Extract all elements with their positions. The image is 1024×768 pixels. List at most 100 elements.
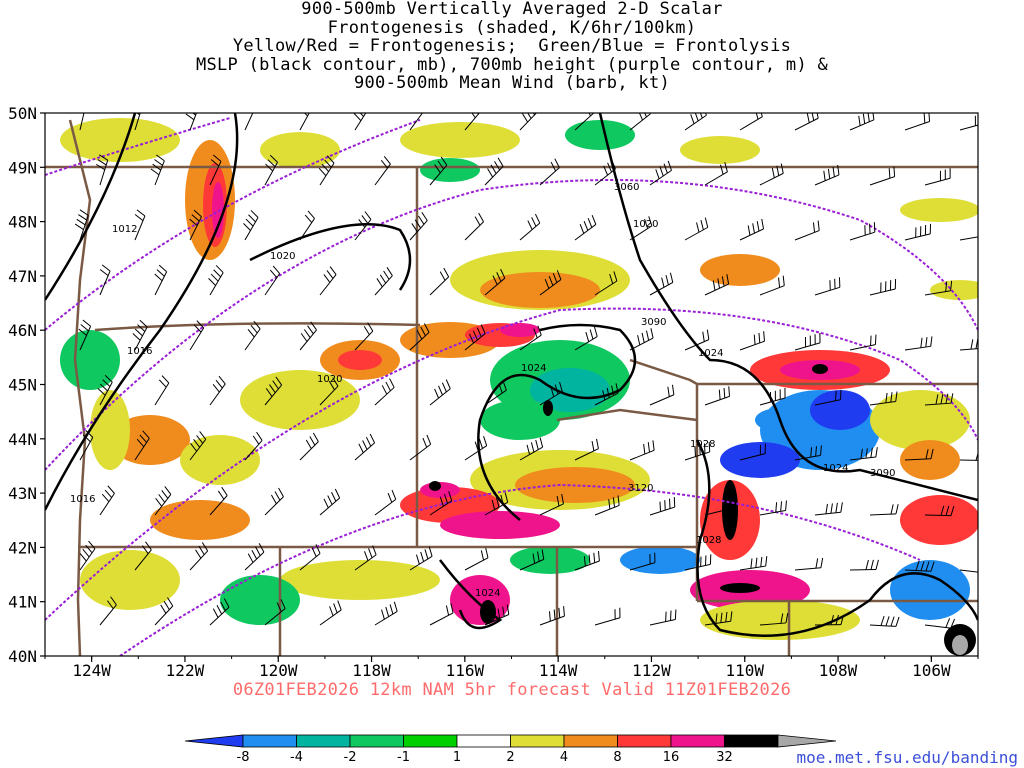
wind-barb [78,319,92,351]
colorbar-segment [563,734,618,748]
mslp-label: 1024 [521,363,546,374]
colorbar-tick-label: -2 [344,750,357,765]
wind-barb [629,216,653,241]
wind-barb [374,489,397,516]
mslp-label: 1016 [70,494,95,505]
wind-barb [814,277,841,296]
colorbar-tick-label: -8 [237,750,250,765]
lat-label: 40N [8,647,37,666]
wind-barb [649,609,677,626]
lat-label: 49N [8,158,37,177]
wind-barb [629,552,656,571]
wind-barb [429,267,450,296]
wind-barb [924,168,951,186]
wind-barb [574,326,598,351]
wind-barb [299,321,317,351]
wind-barb [684,113,707,131]
wind-barb [594,159,616,186]
mslp-label: 1028 [696,535,721,546]
wind-barb [649,160,672,186]
wind-barb [869,615,900,627]
wind-barb [904,113,931,131]
lon-label: 124W [72,661,111,680]
wind-barb [959,115,978,131]
wind-barb [189,320,205,351]
wind-barb [814,389,842,406]
title-line-2: Frontogenesis (shaded, K/6hr/100km) [327,17,697,38]
lat-label: 44N [8,430,37,449]
wind-barb [649,384,675,406]
wind-barbs [74,113,978,629]
wind-barb [189,431,207,461]
colorbar-segment [670,734,725,748]
wind-barb [849,113,875,131]
wind-barb [574,438,599,461]
wind-barb [99,264,111,296]
colorbar-segment [403,734,458,748]
lon-label: 114W [539,661,578,680]
wind-barb [134,430,150,461]
lon-label: 118W [352,661,391,680]
map-title: 900-500mb Vertically Averaged 2-D Scalar… [0,0,1024,93]
colorbar-segment [296,734,351,748]
wind-barb [904,336,933,351]
wind-barb [354,545,377,571]
wind-barb [209,154,222,186]
wind-barb [318,155,335,186]
height-contours [45,117,978,656]
lat-label: 43N [8,484,37,503]
mslp-label: 1016 [127,346,152,357]
wind-barb [99,485,115,516]
colorbar-segment [617,734,672,748]
wind-barb [739,556,768,571]
wind-barb [264,154,278,186]
wind-barb [869,166,896,186]
wind-barb [594,383,619,406]
wind-barb [814,164,840,186]
wind-barb [74,209,89,241]
wind-barb [539,158,560,186]
wind-barb [79,113,85,131]
wind-barb [409,323,430,351]
wind-barb [759,500,787,516]
colorbar-segment [349,734,404,748]
wind-barb [869,391,898,406]
wind-barb [684,217,709,241]
lon-label: 116W [446,661,485,680]
colorbar-tick-label: 16 [663,750,680,765]
wind-barb [759,613,789,626]
wind-barb [134,113,141,131]
wind-barb [959,569,978,573]
wind-barb [264,487,284,516]
wind-barb [739,443,766,461]
wind-barb [354,211,372,241]
title-line-4: MSLP (black contour, mb), 700mb height (… [195,54,829,75]
wind-barb [959,451,978,461]
mslp-label: 1024 [475,588,500,599]
lat-label: 50N [8,104,37,123]
wind-barb [154,486,172,516]
colorbar-tick-label: 8 [613,750,621,765]
wind-barb [519,437,544,461]
wind-barb [704,611,733,626]
title-line-1: 900-500mb Vertically Averaged 2-D Scalar [301,0,723,19]
wind-barb [374,155,391,186]
height-label: 3060 [614,182,639,193]
wind-barb [794,445,822,461]
wind-barb [150,154,165,186]
lat-label: 48N [8,213,37,232]
wind-barb [244,113,254,131]
wind-barb [299,432,319,461]
lon-label: 110W [725,661,764,680]
wind-barb [244,320,261,351]
wind-barb [154,597,174,626]
wind-barb [629,440,655,461]
wind-barb [154,264,168,296]
lat-label: 46N [8,321,37,340]
lon-label: 120W [259,661,298,680]
wind-barb [739,218,765,241]
wind-barb [374,267,393,296]
wind-barb [134,541,152,571]
wind-barb [429,491,453,516]
